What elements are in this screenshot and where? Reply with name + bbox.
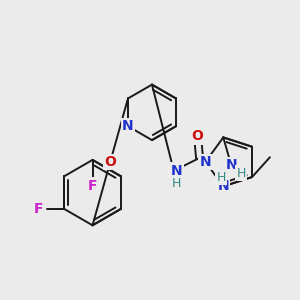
Text: F: F [88,179,97,193]
Text: H: H [172,177,182,190]
Text: O: O [192,129,203,143]
Text: N: N [122,119,134,133]
Text: N: N [225,158,237,172]
Text: F: F [34,202,43,216]
Text: O: O [104,155,116,169]
Text: N: N [171,164,183,178]
Text: H: H [236,167,246,180]
Text: H: H [217,170,226,184]
Text: N: N [200,155,211,169]
Text: N: N [218,179,229,194]
